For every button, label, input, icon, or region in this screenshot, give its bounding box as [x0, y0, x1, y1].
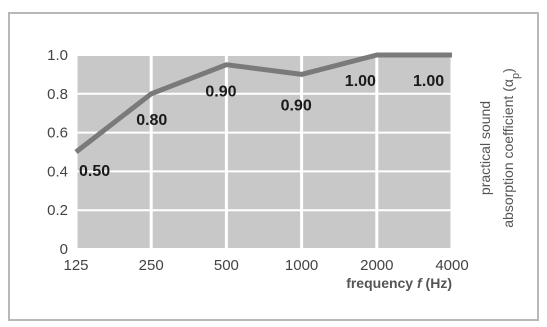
data-label: 0.90: [281, 97, 312, 114]
data-label: 0.80: [136, 112, 167, 129]
x-tick-labels: 125 250 500 1000 2000 4000: [63, 257, 468, 274]
y-tick-label: 0: [60, 241, 68, 258]
x-axis-label: frequency f (Hz): [346, 275, 452, 291]
x-tick-label: 500: [214, 257, 239, 274]
y-tick-label: 0.2: [47, 202, 68, 219]
data-label: 1.00: [345, 73, 376, 90]
y-tick-label: 1.0: [47, 47, 68, 64]
data-labels: 0.50 0.80 0.90 0.90 1.00 1.00: [79, 73, 444, 180]
grid-lines: [74, 54, 454, 250]
plot-area: [76, 55, 452, 249]
y-tick-label: 0.6: [47, 125, 68, 142]
data-label: 0.50: [79, 163, 110, 180]
x-tick-label: 1000: [285, 257, 318, 274]
y-axis-label-line1: practical sound: [477, 101, 493, 195]
y-tick-label: 0.4: [47, 163, 68, 180]
y-axis-label-line2: absorption coefficient (αp): [500, 68, 522, 228]
data-label: 0.90: [205, 84, 236, 101]
x-tick-label: 2000: [360, 257, 393, 274]
series-line: [74, 52, 452, 154]
x-tick-label: 125: [63, 257, 88, 274]
x-tick-label: 4000: [435, 257, 468, 274]
y-tick-labels: 0 0.2 0.4 0.6 0.8 1.0: [47, 47, 68, 258]
data-points: [75, 54, 453, 153]
y-tick-label: 0.8: [47, 86, 68, 103]
x-tick-label: 250: [139, 257, 164, 274]
data-label: 1.00: [413, 73, 444, 90]
